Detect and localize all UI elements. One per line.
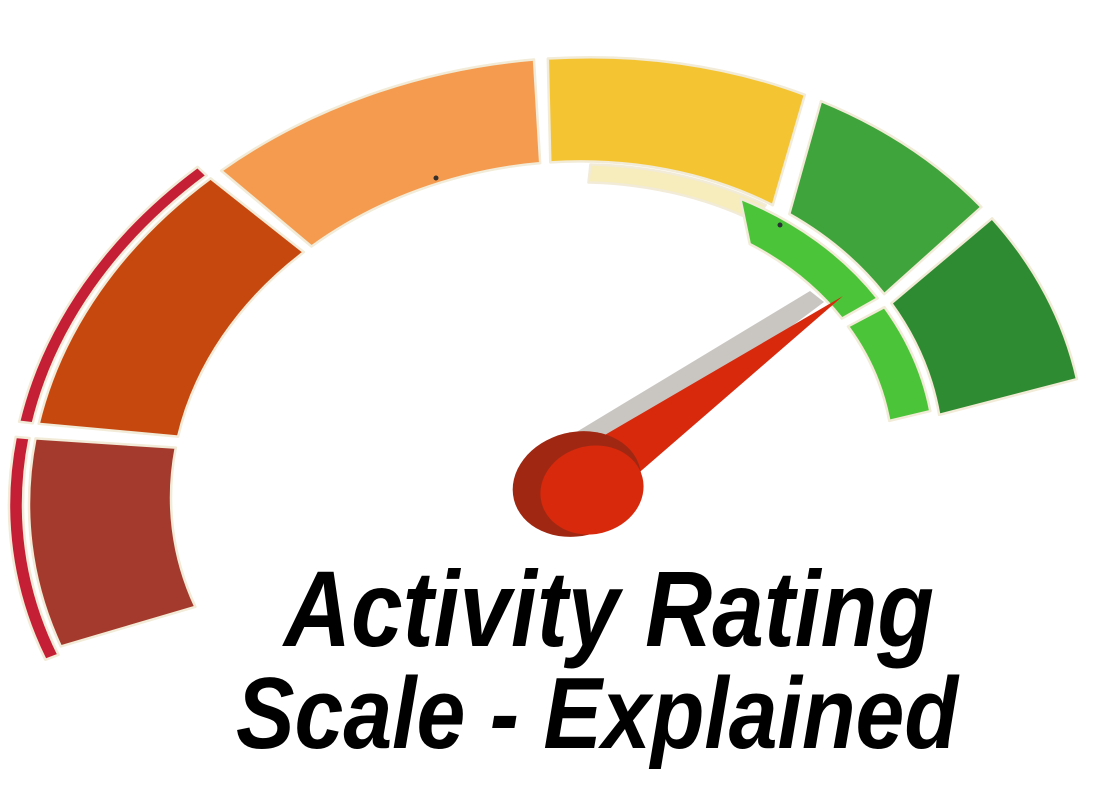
ink-speck <box>433 175 439 181</box>
needle-hub-highlight <box>540 445 644 535</box>
gauge-accent-outer-crimson-band-lower <box>7 435 60 662</box>
gauge-accent-inner-light-green-band-b <box>846 305 932 423</box>
gauge-segment-high <box>788 99 983 296</box>
gauge-segment-low <box>37 177 306 438</box>
gauge-segment-medium-low <box>219 58 542 248</box>
gauge-segment-highest <box>890 217 1079 417</box>
gauge-segment-lowest <box>27 437 197 648</box>
gauge-segment-medium <box>546 55 807 207</box>
gauge-accent-inner-light-green-band-a <box>739 197 879 320</box>
caption-line-1: Activity Rating <box>281 548 934 669</box>
gauge-accent-outer-crimson-band-upper <box>17 165 208 425</box>
caption-line-2: Scale - Explained <box>236 658 960 770</box>
gauge-arc <box>7 55 1079 662</box>
ink-speck <box>777 222 783 228</box>
gauge-needle <box>512 291 843 537</box>
